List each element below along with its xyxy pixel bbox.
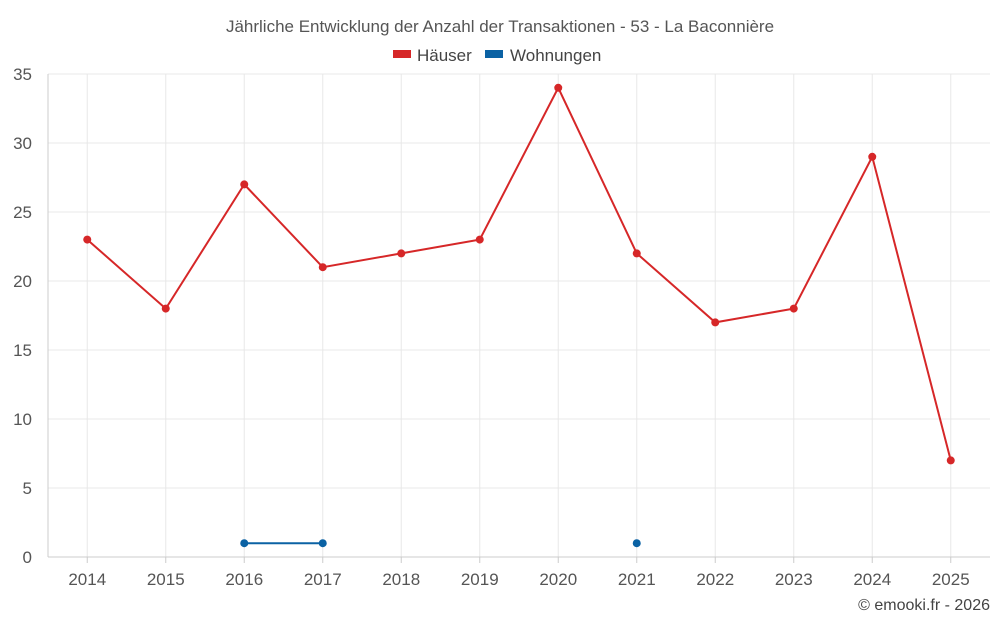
data-point-haeuser[interactable] bbox=[161, 304, 170, 313]
chart-title: Jährliche Entwicklung der Anzahl der Tra… bbox=[226, 17, 774, 36]
series-line-haeuser bbox=[86, 85, 952, 461]
legend-swatch-wohnungen bbox=[485, 50, 503, 58]
x-axis-ticks: 2014 2015 2016 2017 2018 2019 2020 2021 2022 2023… bbox=[68, 557, 970, 589]
data-point-haeuser[interactable] bbox=[868, 152, 877, 161]
x-tick-label: 2021 bbox=[618, 570, 656, 589]
y-tick-label: 5 bbox=[23, 479, 32, 498]
data-point-haeuser[interactable] bbox=[711, 318, 720, 327]
legend-swatch-haeuser bbox=[393, 50, 411, 58]
data-point-wohnungen[interactable] bbox=[318, 539, 327, 548]
data-point-wohnungen[interactable] bbox=[240, 539, 249, 548]
x-tick-label: 2018 bbox=[382, 570, 420, 589]
y-tick-label: 10 bbox=[13, 410, 32, 429]
data-point-haeuser[interactable] bbox=[475, 235, 484, 244]
y-tick-label: 20 bbox=[13, 272, 32, 291]
gridlines bbox=[48, 73, 990, 557]
x-tick-label: 2024 bbox=[853, 570, 891, 589]
x-tick-label: 2019 bbox=[461, 570, 499, 589]
credit-text: © emooki.fr - 2026 bbox=[858, 597, 990, 614]
y-axis-ticks: 0 5 10 15 20 25 30 35 bbox=[13, 65, 32, 567]
y-tick-label: 25 bbox=[13, 203, 32, 222]
data-point-haeuser[interactable] bbox=[946, 456, 955, 465]
x-tick-label: 2014 bbox=[68, 570, 106, 589]
x-tick-label: 2023 bbox=[775, 570, 813, 589]
data-point-haeuser[interactable] bbox=[397, 249, 406, 258]
y-tick-label: 35 bbox=[13, 65, 32, 84]
legend[interactable]: Häuser Wohnungen bbox=[393, 46, 601, 65]
data-point-haeuser[interactable] bbox=[789, 304, 798, 313]
y-tick-label: 0 bbox=[23, 548, 32, 567]
data-point-haeuser[interactable] bbox=[632, 249, 641, 258]
x-tick-label: 2015 bbox=[147, 570, 185, 589]
x-tick-label: 2020 bbox=[539, 570, 577, 589]
data-point-haeuser[interactable] bbox=[318, 263, 327, 272]
x-tick-label: 2017 bbox=[304, 570, 342, 589]
x-tick-label: 2016 bbox=[225, 570, 263, 589]
data-point-haeuser[interactable] bbox=[240, 180, 249, 189]
x-tick-label: 2025 bbox=[932, 570, 970, 589]
legend-label-haeuser[interactable]: Häuser bbox=[417, 46, 472, 65]
x-tick-label: 2022 bbox=[696, 570, 734, 589]
y-tick-label: 30 bbox=[13, 134, 32, 153]
series-group bbox=[83, 83, 955, 548]
legend-label-wohnungen[interactable]: Wohnungen bbox=[510, 46, 601, 65]
data-point-haeuser[interactable] bbox=[83, 235, 92, 244]
data-point-haeuser[interactable] bbox=[554, 83, 563, 92]
data-point-wohnungen[interactable] bbox=[632, 539, 641, 548]
y-tick-label: 15 bbox=[13, 341, 32, 360]
